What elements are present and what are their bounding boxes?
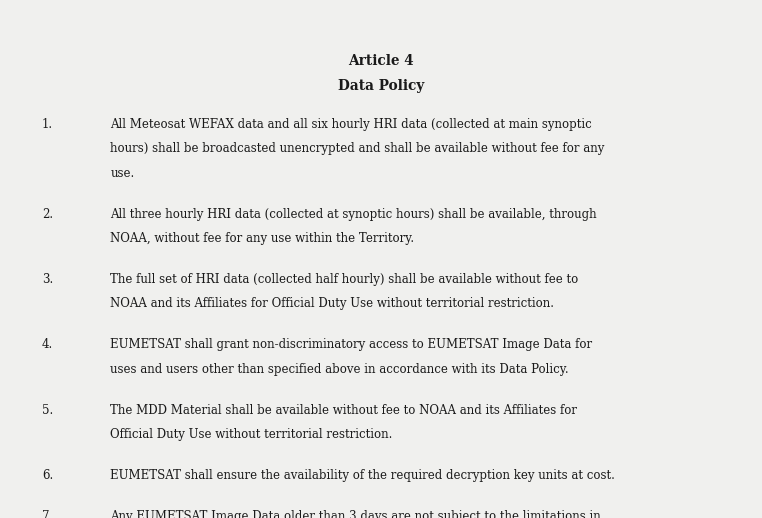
Text: All three hourly HRI data (collected at synoptic hours) shall be available, thro: All three hourly HRI data (collected at … xyxy=(110,208,597,221)
Text: NOAA, without fee for any use within the Territory.: NOAA, without fee for any use within the… xyxy=(110,232,415,245)
Text: 5.: 5. xyxy=(42,404,53,416)
Text: 1.: 1. xyxy=(42,118,53,131)
Text: Official Duty Use without territorial restriction.: Official Duty Use without territorial re… xyxy=(110,428,393,441)
Text: The MDD Material shall be available without fee to NOAA and its Affiliates for: The MDD Material shall be available with… xyxy=(110,404,578,416)
Text: hours) shall be broadcasted unencrypted and shall be available without fee for a: hours) shall be broadcasted unencrypted … xyxy=(110,142,605,155)
Text: All Meteosat WEFAX data and all six hourly HRI data (collected at main synoptic: All Meteosat WEFAX data and all six hour… xyxy=(110,118,592,131)
Text: 6.: 6. xyxy=(42,469,53,482)
Text: EUMETSAT shall ensure the availability of the required decryption key units at c: EUMETSAT shall ensure the availability o… xyxy=(110,469,616,482)
Text: 4.: 4. xyxy=(42,338,53,351)
Text: Article 4: Article 4 xyxy=(348,54,414,68)
Text: NOAA and its Affiliates for Official Duty Use without territorial restriction.: NOAA and its Affiliates for Official Dut… xyxy=(110,297,555,310)
Text: EUMETSAT shall grant non-discriminatory access to EUMETSAT Image Data for: EUMETSAT shall grant non-discriminatory … xyxy=(110,338,593,351)
Text: Data Policy: Data Policy xyxy=(338,79,424,93)
Text: The full set of HRI data (collected half hourly) shall be available without fee : The full set of HRI data (collected half… xyxy=(110,273,579,286)
Text: 7.: 7. xyxy=(42,510,53,518)
Text: Any EUMETSAT Image Data older than 3 days are not subject to the limitations in: Any EUMETSAT Image Data older than 3 day… xyxy=(110,510,601,518)
Text: 2.: 2. xyxy=(42,208,53,221)
Text: 3.: 3. xyxy=(42,273,53,286)
Text: use.: use. xyxy=(110,167,135,180)
Text: uses and users other than specified above in accordance with its Data Policy.: uses and users other than specified abov… xyxy=(110,363,569,376)
